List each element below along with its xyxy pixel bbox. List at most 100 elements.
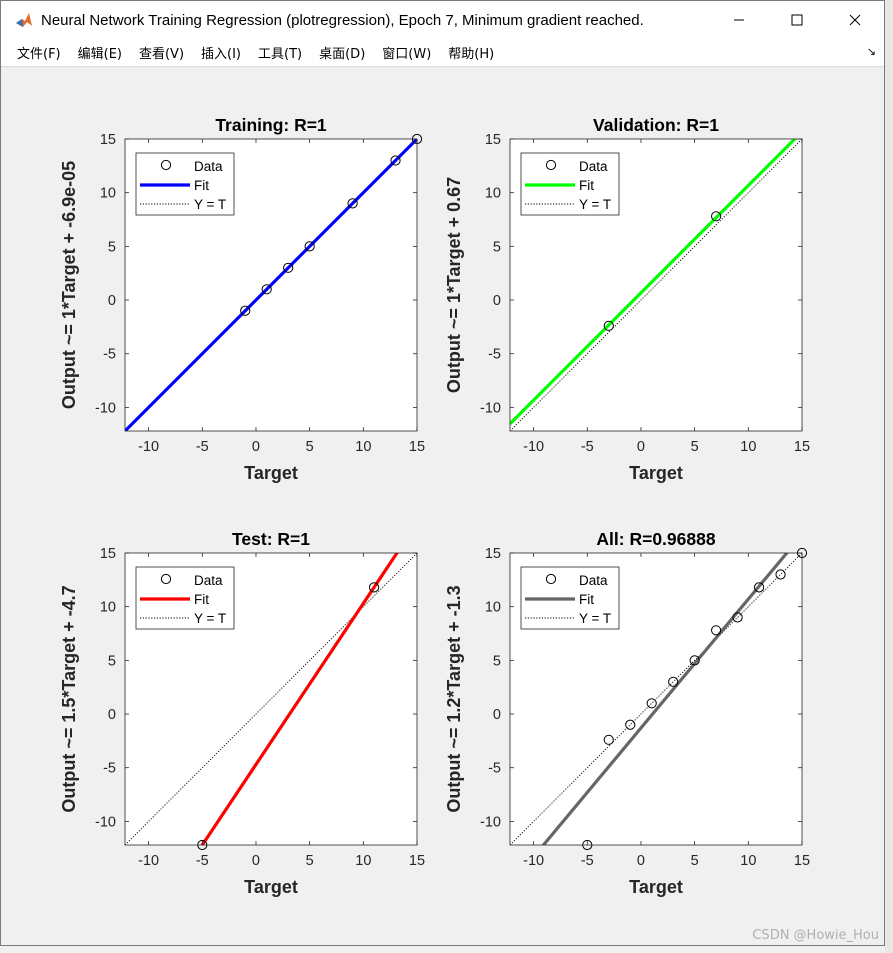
x-tick-label: -5 xyxy=(581,853,594,869)
figure-canvas: -10 -5 0 5 10 15 -10 -5 0 5 10 15 Training: R=1 Targe… xyxy=(11,71,873,945)
y-tick-label: 0 xyxy=(493,293,501,309)
data-point xyxy=(711,625,722,636)
toolbar-overflow-icon[interactable]: ↘ xyxy=(866,46,876,58)
data-point xyxy=(711,211,722,222)
menu-help[interactable]: 帮助(H) xyxy=(448,47,495,62)
x-tick-label: 15 xyxy=(409,853,425,869)
plot-title: Validation: R=1 xyxy=(593,115,719,135)
x-tick-label: 15 xyxy=(794,853,810,869)
y-tick-label: 10 xyxy=(100,186,116,202)
x-tick-label: 5 xyxy=(306,439,314,455)
y-tick-label: -10 xyxy=(480,400,501,416)
y-tick-label: 5 xyxy=(108,239,116,255)
y-tick-label: -10 xyxy=(95,400,116,416)
menu-desktop[interactable]: 桌面(D) xyxy=(319,47,366,62)
legend-identity-label: Y = T xyxy=(194,611,226,626)
x-tick-label: 15 xyxy=(409,439,425,455)
x-tick-label: -5 xyxy=(196,439,209,455)
regression-plots: -10 -5 0 5 10 15 -10 -5 0 5 10 15 Training: R=1 Targe… xyxy=(59,115,810,897)
axes-frame xyxy=(509,552,803,846)
regression-plot-0: -10 -5 0 5 10 15 -10 -5 0 5 10 15 Training: R=1 Targe… xyxy=(59,115,425,483)
data-point xyxy=(283,262,294,273)
x-tick-label: 10 xyxy=(740,439,756,455)
axes-frame xyxy=(509,138,803,432)
y-tick-label: 0 xyxy=(108,293,116,309)
fit-line xyxy=(125,139,417,431)
maximize-button[interactable] xyxy=(768,1,826,39)
close-icon xyxy=(849,14,861,26)
x-tick-label: 15 xyxy=(794,439,810,455)
x-axis-label: Target xyxy=(244,877,298,897)
x-tick-label: 5 xyxy=(691,853,699,869)
legend-identity-label: Y = T xyxy=(579,197,611,212)
menu-edit[interactable]: 编辑(E) xyxy=(77,47,122,62)
minimize-button[interactable] xyxy=(710,1,768,39)
data-point xyxy=(668,676,679,687)
data-point xyxy=(390,155,401,166)
x-tick-label: 0 xyxy=(637,853,645,869)
menu-tools[interactable]: 工具(T) xyxy=(258,47,303,62)
y-tick-label: 5 xyxy=(108,653,116,669)
legend: Data Fit Y = T xyxy=(135,566,235,630)
regression-plot-1: -10 -5 0 5 10 15 -10 -5 0 5 10 15 Validation: R=1 Tar… xyxy=(444,115,810,483)
legend: Data Fit Y = T xyxy=(520,152,620,216)
data-point xyxy=(689,655,700,666)
legend-data-marker xyxy=(160,573,172,585)
watermark: CSDN @Howie_Hou xyxy=(752,928,879,943)
x-tick-label: -10 xyxy=(523,853,544,869)
y-axis-label: Output ~= 1*Target + -6.9e-05 xyxy=(59,161,79,409)
x-tick-label: 5 xyxy=(691,439,699,455)
menu-insert[interactable]: 插入(I) xyxy=(201,47,242,62)
x-tick-label: 0 xyxy=(637,439,645,455)
legend-data-marker xyxy=(545,159,557,171)
fit-line xyxy=(510,139,798,425)
menu-file[interactable]: 文件(F) xyxy=(17,47,61,62)
maximize-icon xyxy=(791,14,803,26)
regression-plot-2: -10 -5 0 5 10 15 -10 -5 0 5 10 15 Test: R=1 Target Out… xyxy=(59,529,425,897)
x-axis-label: Target xyxy=(244,463,298,483)
y-tick-label: 15 xyxy=(485,132,501,148)
x-tick-label: 10 xyxy=(355,853,371,869)
legend-fit-label: Fit xyxy=(579,592,594,607)
plot-title: All: R=0.96888 xyxy=(596,529,715,549)
data-point xyxy=(261,284,272,295)
data-point xyxy=(240,305,251,316)
y-tick-label: 0 xyxy=(493,707,501,723)
plot-title: Training: R=1 xyxy=(215,115,327,135)
legend-data-marker xyxy=(545,573,557,585)
legend-fit-label: Fit xyxy=(194,592,209,607)
data-point xyxy=(646,698,657,709)
legend-fit-label: Fit xyxy=(579,178,594,193)
close-button[interactable] xyxy=(826,1,884,39)
x-tick-label: 10 xyxy=(355,439,371,455)
regression-plot-3: -10 -5 0 5 10 15 -10 -5 0 5 10 15 All: R=0.96888 Targ… xyxy=(444,529,810,897)
legend-data-marker xyxy=(160,159,172,171)
legend-data-label: Data xyxy=(579,573,608,588)
data-point xyxy=(603,734,614,745)
menu-window[interactable]: 窗口(W) xyxy=(382,47,432,62)
window-controls xyxy=(710,1,884,39)
y-tick-label: -5 xyxy=(103,761,116,777)
y-axis-label: Output ~= 1*Target + 0.67 xyxy=(444,177,464,393)
data-point xyxy=(732,612,743,623)
legend-identity-label: Y = T xyxy=(579,611,611,626)
axes-frame xyxy=(124,138,418,432)
x-tick-label: -10 xyxy=(138,853,159,869)
y-tick-label: 15 xyxy=(100,132,116,148)
data-point xyxy=(304,241,315,252)
data-point xyxy=(753,582,765,593)
x-axis-label: Target xyxy=(629,877,683,897)
title-bar[interactable]: Neural Network Training Regression (plot… xyxy=(1,1,884,39)
y-tick-label: 10 xyxy=(100,600,116,616)
y-tick-label: 10 xyxy=(485,600,501,616)
axes-frame xyxy=(124,552,418,846)
x-tick-label: 5 xyxy=(306,853,314,869)
y-tick-label: 10 xyxy=(485,186,501,202)
legend-data-label: Data xyxy=(194,573,223,588)
y-tick-label: -5 xyxy=(103,347,116,363)
legend-data-label: Data xyxy=(579,159,608,174)
y-axis-label: Output ~= 1.2*Target + -1.3 xyxy=(444,585,464,812)
y-tick-label: -5 xyxy=(488,761,501,777)
menu-view[interactable]: 查看(V) xyxy=(138,47,185,62)
